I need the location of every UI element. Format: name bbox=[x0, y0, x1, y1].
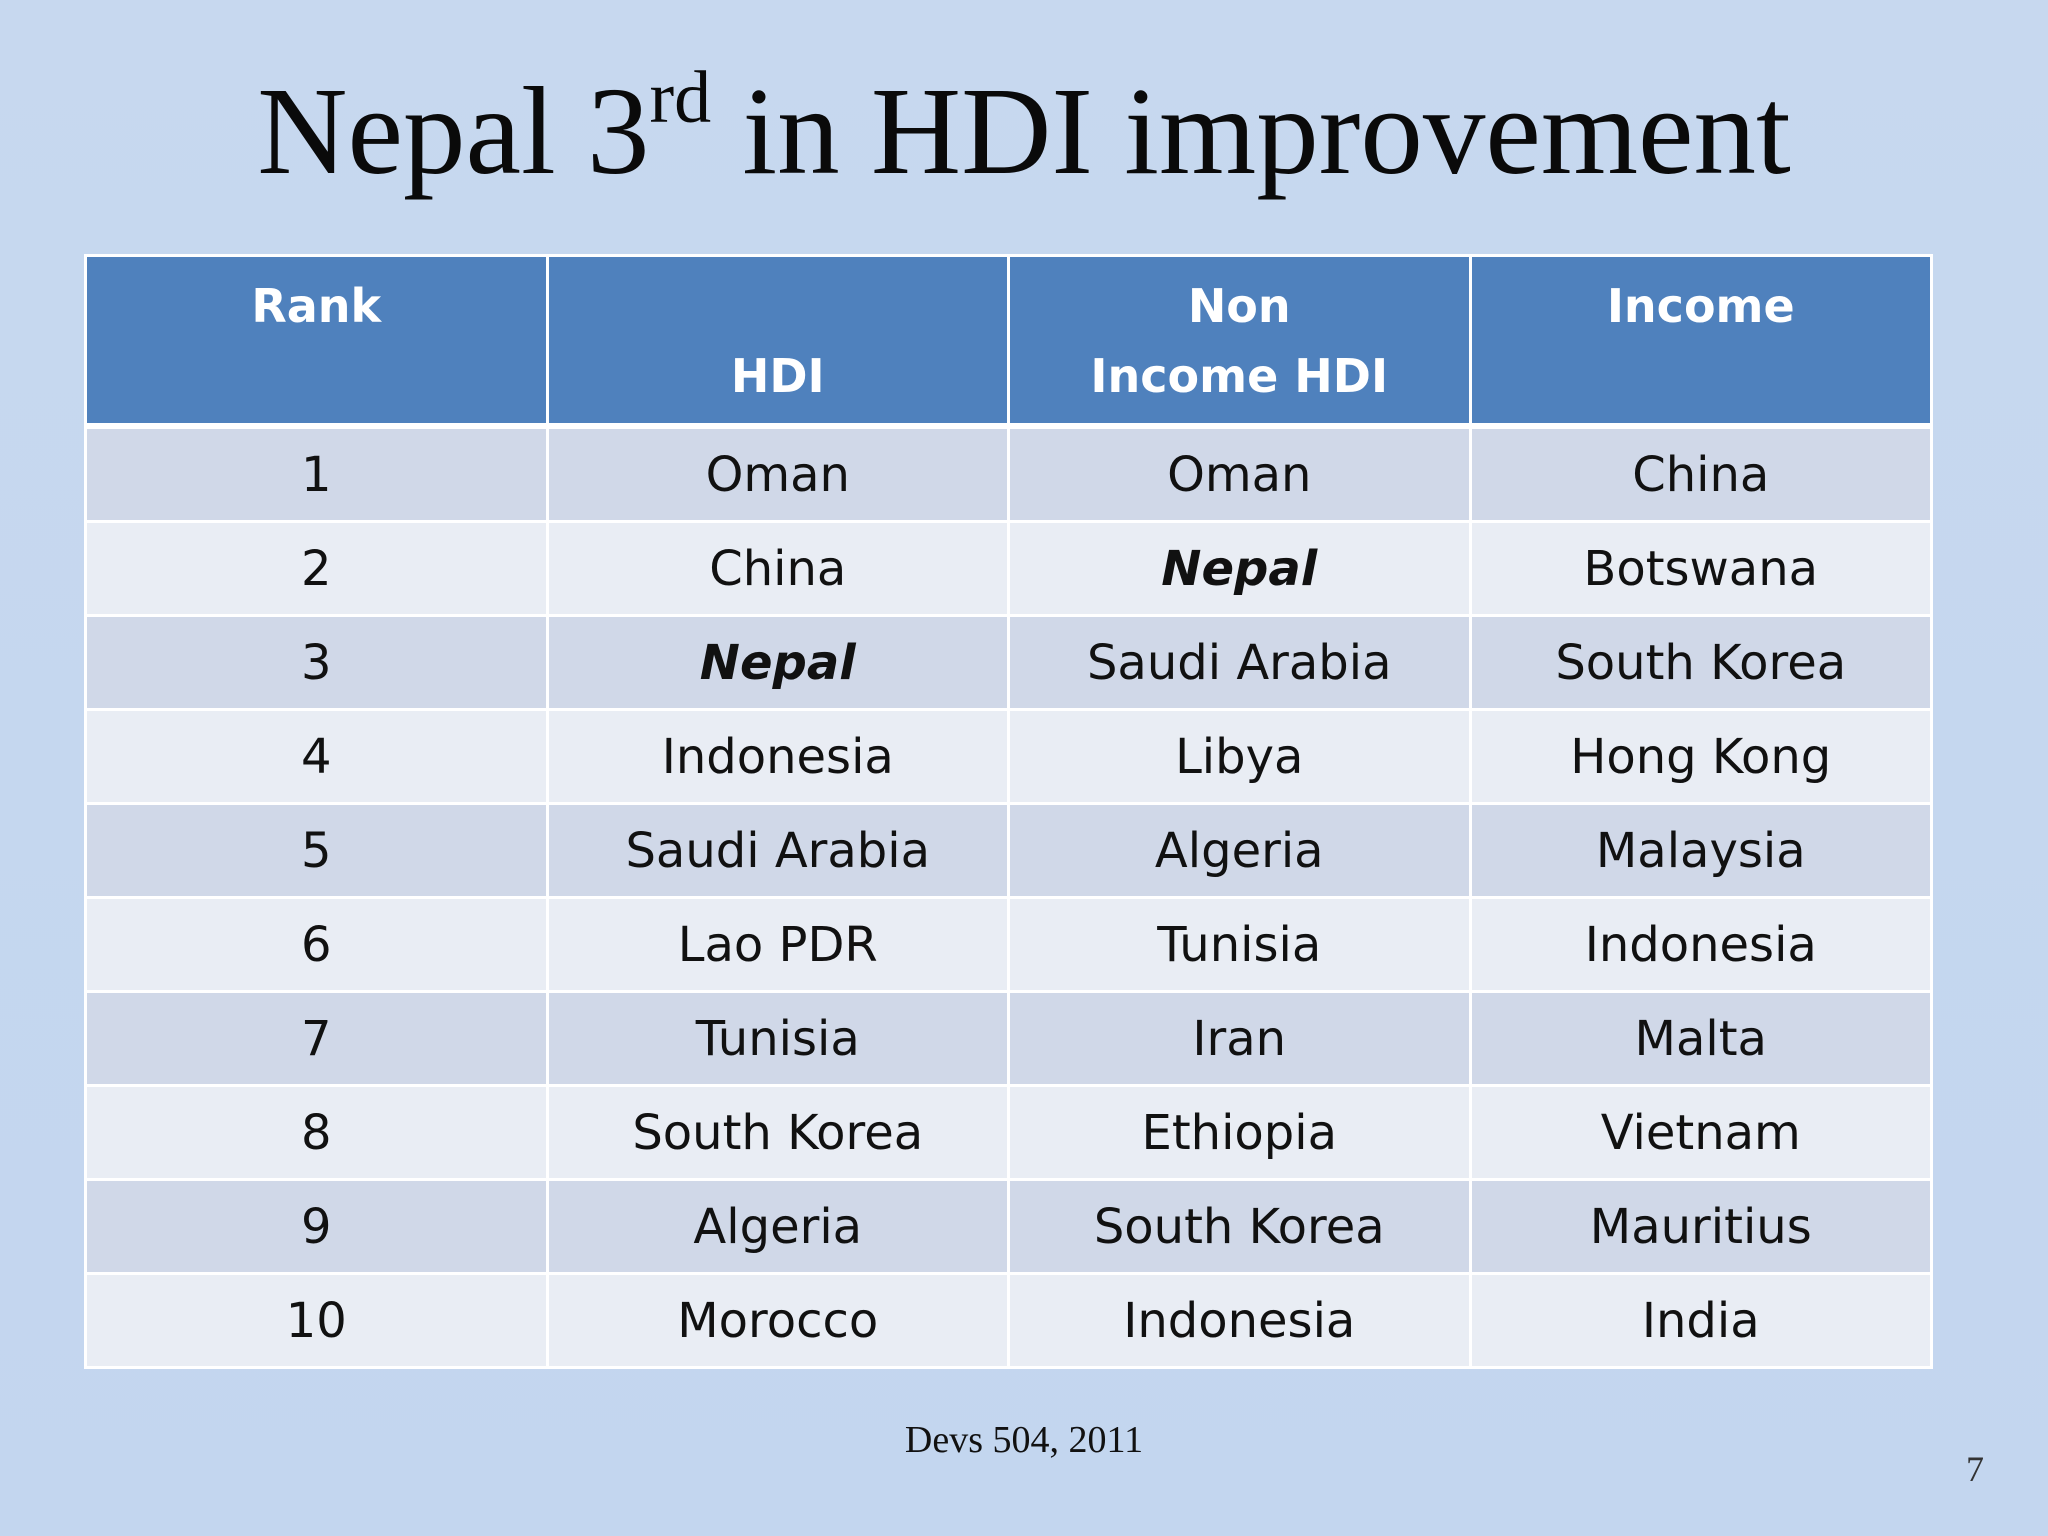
hdi-cell: Algeria bbox=[545, 1178, 1010, 1275]
income-cell: Botswana bbox=[1468, 520, 1933, 617]
rank-cell: 6 bbox=[84, 896, 549, 993]
title-superscript: rd bbox=[649, 57, 712, 140]
rank-cell: 4 bbox=[84, 708, 549, 805]
non-income-hdi-cell: Nepal bbox=[1007, 520, 1472, 617]
income-cell: China bbox=[1468, 424, 1933, 523]
table-row: 6 Lao PDR Tunisia Indonesia bbox=[84, 896, 1933, 993]
income-cell: Mauritius bbox=[1468, 1178, 1933, 1275]
header-hdi: HDI bbox=[545, 254, 1010, 429]
table-row: 4 Indonesia Libya Hong Kong bbox=[84, 708, 1933, 805]
rank-cell: 1 bbox=[84, 424, 549, 523]
income-cell: India bbox=[1468, 1272, 1933, 1369]
non-income-hdi-cell: Tunisia bbox=[1007, 896, 1472, 993]
hdi-cell: Tunisia bbox=[545, 990, 1010, 1087]
non-income-hdi-cell: Oman bbox=[1007, 424, 1472, 523]
table-row: 2 China Nepal Botswana bbox=[84, 520, 1933, 617]
non-income-hdi-cell: Algeria bbox=[1007, 802, 1472, 899]
non-income-hdi-cell: Ethiopia bbox=[1007, 1084, 1472, 1181]
title-suffix: in HDI improvement bbox=[711, 63, 1791, 201]
table-row: 8 South Korea Ethiopia Vietnam bbox=[84, 1084, 1933, 1181]
rank-cell: 2 bbox=[84, 520, 549, 617]
table-row: 7 Tunisia Iran Malta bbox=[84, 990, 1933, 1087]
table-row: 5 Saudi Arabia Algeria Malaysia bbox=[84, 802, 1933, 899]
table-header-row: Rank HDI Non Income HDI Income bbox=[84, 254, 1933, 429]
header-non-income-hdi: Non Income HDI bbox=[1007, 254, 1472, 429]
slide-title: Nepal 3rd in HDI improvement bbox=[0, 61, 2048, 202]
table-row: 9 Algeria South Korea Mauritius bbox=[84, 1178, 1933, 1275]
hdi-cell: Lao PDR bbox=[545, 896, 1010, 993]
source-caption: Devs 504, 2011 bbox=[904, 1419, 1144, 1461]
hdi-ranking-table: Rank HDI Non Income HDI Income 1 Oman Oman… bbox=[84, 254, 1933, 1369]
header-income: Income bbox=[1468, 254, 1933, 429]
hdi-cell: Nepal bbox=[545, 614, 1010, 711]
rank-cell: 5 bbox=[84, 802, 549, 899]
hdi-cell: South Korea bbox=[545, 1084, 1010, 1181]
hdi-cell: Indonesia bbox=[545, 708, 1010, 805]
hdi-cell: Saudi Arabia bbox=[545, 802, 1010, 899]
rank-cell: 8 bbox=[84, 1084, 549, 1181]
hdi-cell: Oman bbox=[545, 424, 1010, 523]
table-row: 3 Nepal Saudi Arabia South Korea bbox=[84, 614, 1933, 711]
rank-cell: 10 bbox=[84, 1272, 549, 1369]
income-cell: Malta bbox=[1468, 990, 1933, 1087]
hdi-cell: China bbox=[545, 520, 1010, 617]
non-income-hdi-cell: South Korea bbox=[1007, 1178, 1472, 1275]
income-cell: Malaysia bbox=[1468, 802, 1933, 899]
income-cell: Vietnam bbox=[1468, 1084, 1933, 1181]
header-rank: Rank bbox=[84, 254, 549, 429]
rank-cell: 3 bbox=[84, 614, 549, 711]
title-prefix: Nepal 3 bbox=[257, 63, 650, 201]
non-income-hdi-cell: Saudi Arabia bbox=[1007, 614, 1472, 711]
income-cell: South Korea bbox=[1468, 614, 1933, 711]
non-income-hdi-cell: Libya bbox=[1007, 708, 1472, 805]
non-income-hdi-cell: Indonesia bbox=[1007, 1272, 1472, 1369]
income-cell: Hong Kong bbox=[1468, 708, 1933, 805]
non-income-hdi-cell: Iran bbox=[1007, 990, 1472, 1087]
income-cell: Indonesia bbox=[1468, 896, 1933, 993]
rank-cell: 9 bbox=[84, 1178, 549, 1275]
rank-cell: 7 bbox=[84, 990, 549, 1087]
table-row: 1 Oman Oman China bbox=[84, 424, 1933, 523]
table-row: 10 Morocco Indonesia India bbox=[84, 1272, 1933, 1369]
table-body: 1 Oman Oman China 2 China Nepal Botswana 3 Nepal S… bbox=[84, 424, 1933, 1369]
hdi-cell: Morocco bbox=[545, 1272, 1010, 1369]
page-number: 7 bbox=[1966, 1449, 1984, 1489]
